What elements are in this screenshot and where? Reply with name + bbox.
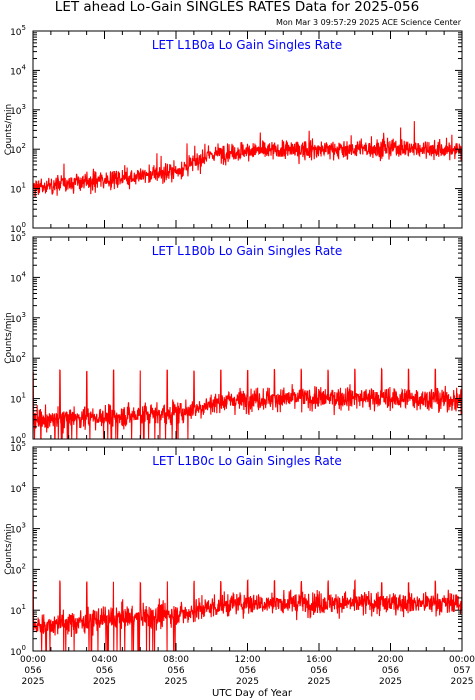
y-tick-label: 105 xyxy=(10,24,26,38)
x-tick-label: 08:00 056 2025 xyxy=(163,655,189,687)
x-tick-label: 00:00 057 2025 xyxy=(449,655,475,687)
plot-frame xyxy=(32,30,463,229)
y-tick-label: 101 xyxy=(10,392,26,406)
y-axis-label: Counts/min xyxy=(4,312,14,363)
x-tick-label: 20:00 056 2025 xyxy=(378,655,404,687)
y-tick-label: 104 xyxy=(10,270,26,284)
panel-title: LET L1B0a Lo Gain Singles Rate xyxy=(152,38,342,52)
data-series-line xyxy=(33,578,462,651)
panel-title: LET L1B0c Lo Gain Singles Rate xyxy=(152,454,342,468)
data-series-line xyxy=(33,367,462,439)
y-tick-label: 101 xyxy=(10,182,26,196)
y-tick-label: 104 xyxy=(10,63,26,77)
panel-title: LET L1B0b Lo Gain Singles Rate xyxy=(152,244,343,258)
x-tick-label: 04:00 056 2025 xyxy=(92,655,118,687)
y-tick-label: 104 xyxy=(10,481,26,495)
main-title: LET ahead Lo-Gain SINGLES RATES Data for… xyxy=(55,0,419,15)
x-tick-label: 16:00 056 2025 xyxy=(306,655,332,687)
y-axis-label: Counts/min xyxy=(4,104,14,155)
x-tick-label: 12:00 056 2025 xyxy=(235,655,261,687)
timestamp: Mon Mar 3 09:57:29 2025 ACE Science Cent… xyxy=(276,18,462,27)
x-tick-labels: 00:00 056 2025 04:00 056 2025 08:00 056 2025 12:0… xyxy=(20,655,475,687)
x-tick-label: 00:00 056 2025 xyxy=(20,655,46,687)
plot-frame xyxy=(32,236,463,440)
data-series-line xyxy=(33,121,462,198)
x-axis-label: UTC Day of Year xyxy=(212,688,293,699)
y-axis-label: Counts/min xyxy=(4,523,14,574)
y-tick-label: 101 xyxy=(10,603,26,617)
